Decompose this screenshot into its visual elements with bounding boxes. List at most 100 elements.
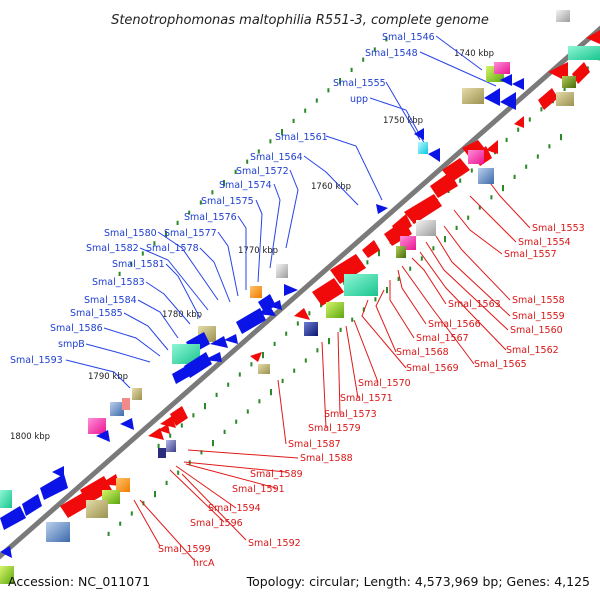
connector-reverse [411, 257, 447, 305]
gene-feature [0, 490, 12, 508]
gene-feature [572, 62, 590, 84]
gene-label: Smal_1548 [365, 48, 418, 59]
scale-tick [304, 358, 307, 363]
gene-feature [110, 402, 124, 416]
gene-label: Smal_1553 [532, 223, 585, 234]
gene-label: Smal_1591 [232, 484, 285, 495]
gene-feature [236, 308, 266, 334]
gene-feature [22, 494, 42, 516]
scale-tick [281, 129, 283, 136]
scale-tick [378, 250, 380, 257]
scale-tick [118, 271, 121, 276]
connector-reverse [453, 209, 503, 255]
scale-tick [560, 134, 562, 141]
scale-tick [327, 88, 330, 93]
gene-feature [430, 172, 458, 198]
gene-feature [132, 388, 142, 400]
gene-label: Smal_1567 [416, 333, 469, 344]
gene-label: Smal_1592 [248, 538, 301, 549]
connector-reverse [361, 299, 407, 369]
kbp-marker: 1800 kbp [10, 432, 50, 442]
scale-tick [141, 251, 144, 256]
kbp-markers: 1740 kbp 1750 kbp 1760 kbp 1770 kbp 1780… [10, 49, 494, 442]
gene-feature [396, 246, 406, 258]
gene-label: Smal_1573 [324, 409, 377, 420]
connector-reverse [345, 325, 359, 399]
scale-tick [525, 164, 528, 169]
gene-feature [404, 194, 442, 224]
scale-tick [409, 266, 412, 271]
gene-label: Smal_1587 [288, 439, 341, 450]
gene-label: Smal_1596 [190, 518, 243, 529]
gene-feature [462, 88, 484, 104]
gene-label: Smal_1570 [358, 378, 411, 389]
scale-tick [180, 423, 183, 428]
gene-feature [486, 140, 498, 154]
gene-feature [122, 398, 130, 410]
connector-reverse [337, 331, 341, 415]
scale-tick [366, 260, 369, 265]
connector-reverse [375, 289, 397, 353]
connector-reverse [401, 265, 475, 365]
gene-label: Smal_1554 [518, 237, 571, 248]
scale-tick [177, 470, 180, 475]
gene-feature [258, 364, 270, 374]
genome-summary-text: Topology: circular; Length: 4,573,969 bp… [246, 574, 590, 589]
gene-feature [172, 344, 200, 364]
kbp-marker: 1740 kbp [454, 49, 494, 59]
scale-tick [540, 107, 543, 112]
scale-tick [467, 215, 470, 220]
scale-tick [350, 67, 353, 72]
scale-tick [386, 287, 388, 294]
kbp-marker: 1770 kbp [238, 246, 278, 256]
gene-label: Smal_1565 [474, 359, 527, 370]
gene-feature [0, 506, 26, 530]
kbp-marker: 1790 kbp [88, 372, 128, 382]
gene-feature [172, 366, 190, 384]
scale-tick [269, 139, 272, 144]
gene-label: Smal_1558 [512, 295, 565, 306]
gene-feature [538, 88, 558, 110]
scale-tick [223, 180, 225, 187]
connector-forward [303, 155, 359, 206]
connector-reverse [169, 469, 225, 523]
connector-forward [285, 169, 299, 249]
connector-forward [217, 231, 239, 297]
gene-feature [250, 352, 262, 362]
scale-tick [459, 178, 462, 183]
gene-label: Smal_1599 [158, 544, 211, 555]
gene-feature [158, 424, 170, 434]
scale-tick [212, 440, 214, 447]
scale-tick [176, 220, 179, 225]
gene-label: Smal_1564 [250, 152, 303, 163]
gene-feature [468, 150, 484, 164]
gene-features [0, 10, 600, 584]
reverse-gene-labels: Smal_1553 Smal_1554 Smal_1557 Smal_1558 … [158, 223, 585, 569]
connector-reverse [181, 473, 247, 541]
connector-forward [419, 51, 497, 87]
gene-label: Smal_1571 [340, 393, 393, 404]
scale-tick [188, 210, 191, 215]
gene-feature [184, 352, 212, 378]
scale-tick [235, 419, 238, 424]
connector-reverse [435, 235, 511, 317]
gene-feature [88, 418, 106, 434]
gene-feature [428, 148, 440, 162]
connector-reverse [487, 179, 531, 229]
kbp-marker: 1750 kbp [383, 116, 423, 126]
scale-tick [223, 429, 226, 434]
scale-tick [257, 149, 260, 154]
scale-tick [315, 98, 318, 103]
connector-forward [165, 263, 201, 319]
gene-feature [568, 46, 600, 60]
connector-forward [157, 231, 219, 301]
scale-tick [362, 57, 365, 62]
connector-forward [137, 299, 179, 339]
scale-tick [293, 368, 296, 373]
connector-reverse [419, 251, 507, 351]
scale-tick [328, 338, 330, 345]
gene-feature [294, 308, 310, 320]
scale-tick [385, 37, 388, 42]
gene-feature [556, 92, 574, 106]
